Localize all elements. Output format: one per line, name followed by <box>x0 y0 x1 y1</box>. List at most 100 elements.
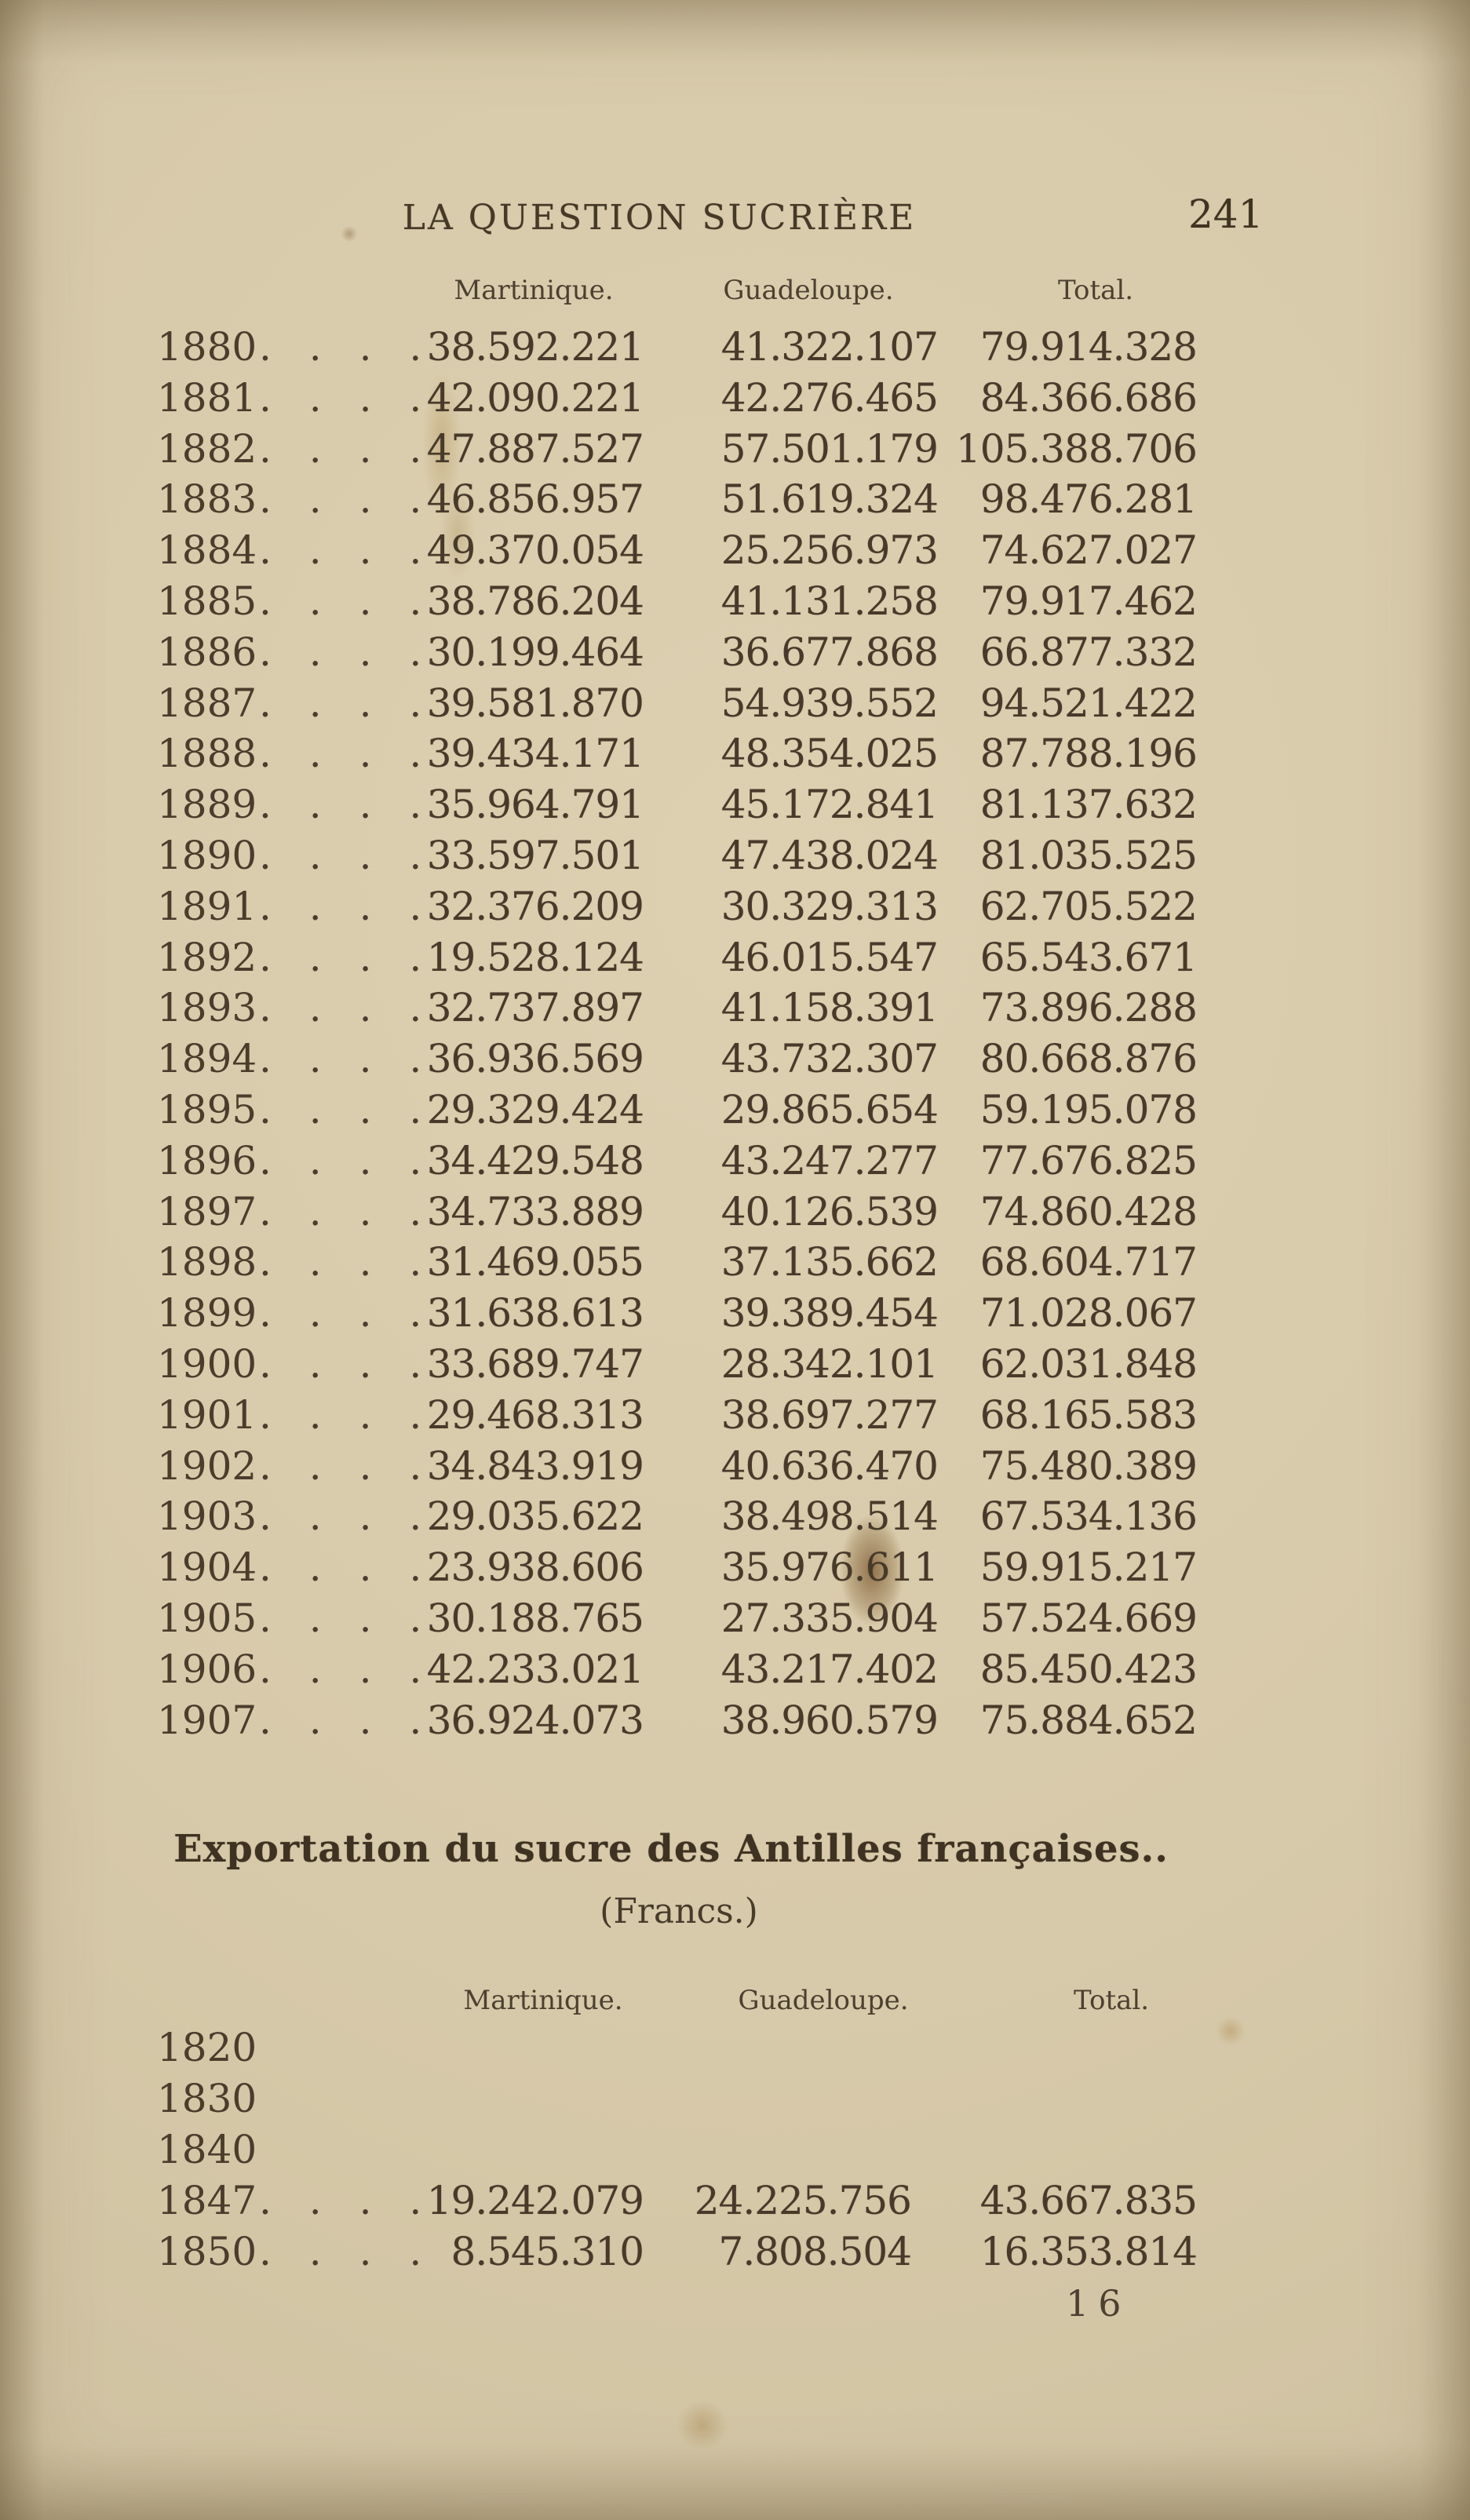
row-year: 1887 <box>157 680 257 726</box>
guadeloupe-value: 41.131.258 <box>720 578 939 624</box>
row-year: 1902 <box>157 1442 257 1489</box>
table-row: 1886 . . . . 30.199.464 36.677.868 66.87… <box>157 627 1201 678</box>
table-row: 1882 . . . . 47.887.527 57.501.179 105.3… <box>157 424 1201 475</box>
leader-dots <box>259 2073 416 2124</box>
table-row: 1904 . . . . 23.938.606 35.976.611 59.91… <box>157 1542 1201 1593</box>
guadeloupe-value: 28.342.101 <box>720 1340 939 1387</box>
leader-dots: . . . . <box>259 1442 422 1489</box>
table-row: 1902 . . . . 34.843.919 40.636.470 75.48… <box>157 1441 1201 1492</box>
total-value: 73.896.288 <box>979 985 1198 1031</box>
total-value: 65.543.671 <box>979 934 1198 980</box>
table-row: 1898 . . . . 31.469.055 37.135.662 68.60… <box>157 1237 1201 1288</box>
martinique-value: 42.090.221 <box>426 374 644 421</box>
total-value: 80.668.876 <box>979 1036 1198 1082</box>
total-value: 84.366.686 <box>979 374 1198 421</box>
row-year: 1882 <box>157 425 257 472</box>
table-row: 1880 . . . . 38.592.221 41.322.107 79.91… <box>157 322 1201 373</box>
guadeloupe-value: 46.015.547 <box>720 934 939 980</box>
total-value <box>938 2073 1197 2124</box>
row-year: 1889 <box>157 782 257 828</box>
guadeloupe-value: 40.636.470 <box>720 1442 939 1489</box>
table-row: 1888 . . . . 39.434.171 48.354.025 87.78… <box>157 728 1201 779</box>
signature-mark: 16 <box>1066 2282 1131 2325</box>
leader-dots: . . . . <box>259 1137 422 1183</box>
row-year: 1820 <box>157 2025 257 2070</box>
total-value: 74.860.428 <box>979 1188 1198 1234</box>
page-number: 241 <box>1188 191 1264 237</box>
martinique-value <box>416 2124 644 2175</box>
column-header-guadeloupe: Guadeloupe. <box>738 1985 909 2016</box>
martinique-value: 36.936.569 <box>426 1036 644 1082</box>
guadeloupe-value: 41.322.107 <box>720 324 939 370</box>
row-year: 1895 <box>157 1086 257 1132</box>
row-year: 1850 <box>157 2229 257 2274</box>
martinique-value: 29.329.424 <box>426 1086 644 1132</box>
guadeloupe-value: 42.276.465 <box>720 374 939 421</box>
total-value: 79.914.328 <box>979 324 1198 370</box>
row-year: 1883 <box>157 476 257 523</box>
guadeloupe-value: 36.677.868 <box>720 629 939 675</box>
table-row: 1901 . . . . 29.468.313 38.697.277 68.16… <box>157 1390 1201 1441</box>
row-year: 1896 <box>157 1137 257 1183</box>
table-row: 1840 <box>157 2124 1201 2175</box>
column-header-martinique: Martinique. <box>454 275 614 306</box>
row-year: 1885 <box>157 578 257 624</box>
table-row: 1884 . . . . 49.370.054 25.256.973 74.62… <box>157 525 1201 576</box>
row-year: 1903 <box>157 1493 257 1540</box>
leader-dots: . . . . <box>259 425 422 472</box>
table-row: 1881 . . . . 42.090.221 42.276.465 84.36… <box>157 373 1201 424</box>
total-value: 59.915.217 <box>979 1544 1198 1591</box>
guadeloupe-value: 24.225.756 <box>694 2178 912 2223</box>
leader-dots: . . . . <box>259 782 422 828</box>
total-value: 94.521.422 <box>979 680 1198 726</box>
row-year: 1904 <box>157 1544 257 1591</box>
leader-dots: . . . . <box>259 1036 422 1082</box>
guadeloupe-value: 38.498.514 <box>720 1493 939 1540</box>
table-row: 1889 . . . . 35.964.791 45.172.841 81.13… <box>157 779 1201 830</box>
martinique-value: 31.638.613 <box>426 1290 644 1337</box>
table-row: 1895 . . . . 29.329.424 29.865.654 59.19… <box>157 1085 1201 1136</box>
guadeloupe-value: 43.217.402 <box>720 1646 939 1692</box>
guadeloupe-value: 38.960.579 <box>720 1697 939 1743</box>
martinique-value: 32.737.897 <box>426 985 644 1031</box>
row-year: 1840 <box>157 2127 257 2172</box>
column-header-martinique: Martinique. <box>463 1985 623 2016</box>
total-value: 59.195.078 <box>979 1086 1198 1132</box>
leader-dots: . . . . <box>259 1646 422 1692</box>
martinique-value <box>416 2073 644 2124</box>
guadeloupe-value: 37.135.662 <box>720 1239 939 1286</box>
martinique-value: 34.843.919 <box>426 1442 644 1489</box>
table-row: 1905 . . . . 30.188.765 27.335.904 57.52… <box>157 1593 1201 1644</box>
martinique-value: 23.938.606 <box>426 1544 644 1591</box>
guadeloupe-value: 51.619.324 <box>720 476 939 523</box>
total-value: 67.534.136 <box>979 1493 1198 1540</box>
guadeloupe-value <box>644 2022 938 2073</box>
table-row: 1899 . . . . 31.638.613 39.389.454 71.02… <box>157 1288 1201 1339</box>
martinique-value: 19.528.124 <box>426 934 644 980</box>
total-value: 85.450.423 <box>979 1646 1198 1692</box>
guadeloupe-value: 29.865.654 <box>720 1086 939 1132</box>
martinique-value: 32.376.209 <box>426 883 644 929</box>
leader-dots: . . . . <box>259 476 422 523</box>
martinique-value: 38.592.221 <box>426 324 644 370</box>
martinique-value: 8.545.310 <box>450 2229 644 2274</box>
table-row: 1893 . . . . 32.737.897 41.158.391 73.89… <box>157 983 1201 1034</box>
guadeloupe-value: 48.354.025 <box>720 731 939 777</box>
row-year: 1886 <box>157 629 257 675</box>
martinique-value: 30.188.765 <box>426 1595 644 1641</box>
leader-dots: . . . . <box>259 934 422 980</box>
table-row: 1897 . . . . 34.733.889 40.126.539 74.86… <box>157 1187 1201 1238</box>
leader-dots: . . . . <box>259 324 422 370</box>
martinique-value: 39.581.870 <box>426 680 644 726</box>
table-row: 1894 . . . . 36.936.569 43.732.307 80.66… <box>157 1034 1201 1085</box>
leader-dots: . . . . <box>259 1595 422 1641</box>
row-year: 1905 <box>157 1595 257 1641</box>
leader-dots: . . . . <box>259 1493 422 1540</box>
total-value: 62.705.522 <box>979 883 1198 929</box>
martinique-value: 47.887.527 <box>426 425 644 472</box>
leader-dots: . . . . <box>259 2229 422 2274</box>
leader-dots: . . . . <box>259 374 422 421</box>
leader-dots: . . . . <box>259 1188 422 1234</box>
total-value: 68.165.583 <box>979 1391 1198 1438</box>
leader-dots <box>259 2124 416 2175</box>
